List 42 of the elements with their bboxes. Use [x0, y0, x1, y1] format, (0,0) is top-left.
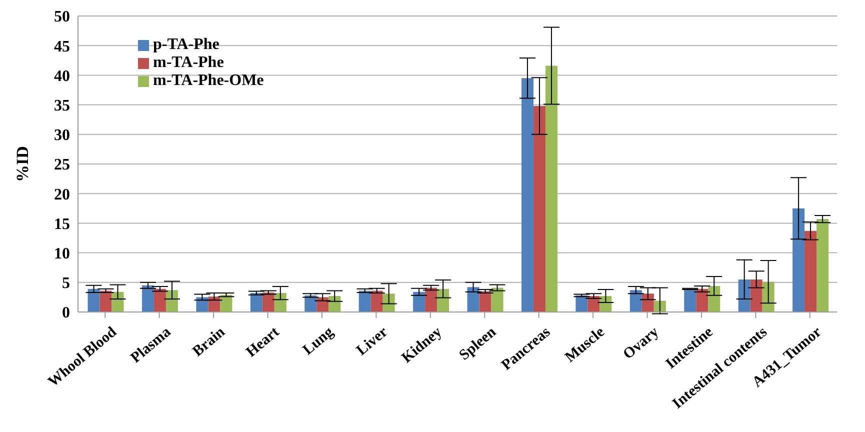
y-tick-label: 0	[62, 304, 70, 322]
y-tick-label: 5	[62, 275, 70, 292]
bar	[750, 279, 762, 312]
bar	[358, 290, 371, 312]
y-tick-label: 40	[54, 68, 70, 85]
bar	[100, 290, 112, 312]
legend-label: m-TA-Phe-OMe	[153, 72, 264, 89]
y-tick-label: 10	[54, 245, 70, 262]
bar	[630, 290, 642, 312]
bar	[479, 291, 492, 312]
bar	[684, 288, 696, 312]
bar	[88, 288, 100, 312]
bar	[533, 106, 546, 312]
bar	[467, 287, 480, 312]
bar	[196, 297, 208, 312]
y-tick-label: 30	[54, 127, 70, 144]
y-tick-label: 15	[54, 216, 70, 233]
y-tick-label: 35	[54, 97, 70, 114]
bar	[262, 292, 274, 312]
bar	[413, 292, 426, 312]
legend-label: m-TA-Phe	[153, 54, 224, 71]
y-tick-label: 45	[54, 38, 70, 56]
y-axis-title: %ID	[13, 146, 32, 182]
bar	[545, 66, 558, 312]
bar	[642, 294, 654, 312]
bar	[154, 288, 166, 312]
bar	[792, 208, 805, 312]
bar	[708, 286, 720, 312]
bar	[250, 293, 262, 312]
legend-label: p-TA-Phe	[153, 36, 220, 53]
bar	[816, 219, 829, 312]
y-tick-label: 20	[54, 186, 70, 204]
bar	[142, 285, 154, 312]
bar	[696, 288, 708, 312]
y-tick-label: 25	[54, 156, 70, 174]
y-tick-label: 50	[54, 8, 70, 26]
bar	[521, 78, 534, 312]
bar	[425, 288, 438, 312]
bar	[804, 230, 817, 312]
bar	[491, 288, 504, 312]
bar	[370, 290, 383, 312]
bar	[166, 290, 178, 312]
